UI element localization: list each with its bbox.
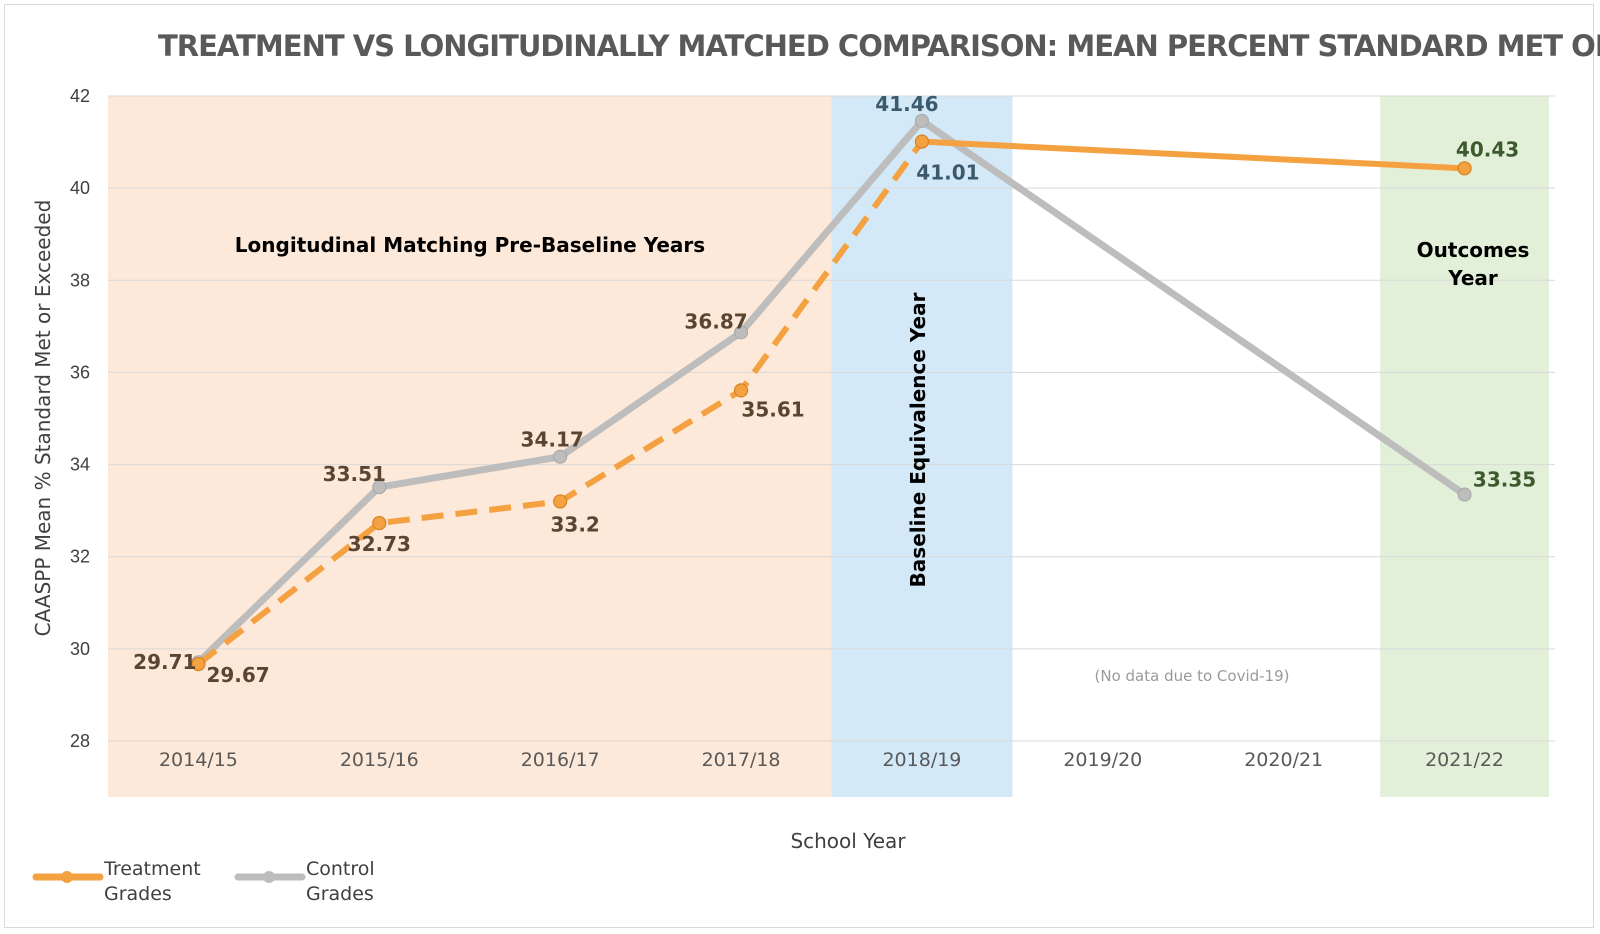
treatment-point <box>372 515 387 531</box>
treatment-point <box>1457 161 1472 176</box>
x-tick-label: 2021/22 <box>1425 749 1504 771</box>
baseline-label: Baseline Equivalence Year <box>906 292 930 587</box>
y-tick-label: 30 <box>70 639 90 659</box>
legend-marker-control <box>263 871 275 883</box>
pre-baseline-label: Longitudinal Matching Pre-Baseline Years <box>235 233 705 257</box>
control-data-label: 34.17 <box>521 428 584 452</box>
y-axis-title: CAASPP Mean % Standard Met or Exceeded <box>31 200 55 637</box>
y-tick-label: 34 <box>70 455 90 475</box>
x-tick-label: 2017/18 <box>702 749 781 771</box>
y-tick-label: 32 <box>70 547 90 567</box>
y-tick-label: 40 <box>70 178 90 198</box>
chart-title: TREATMENT VS LONGITUDINALLY MATCHED COMP… <box>158 29 1600 63</box>
control-data-label: 33.51 <box>323 462 386 486</box>
pre-baseline-zone <box>108 96 832 797</box>
control-data-label: 41.46 <box>875 92 938 116</box>
outcomes-label-line1: Outcomes <box>1417 238 1530 262</box>
control-data-label: 33.35 <box>1473 468 1536 492</box>
gridlines <box>108 95 1555 742</box>
chart-frame <box>4 4 1594 928</box>
treatment-series-line-solid <box>918 138 1468 172</box>
legend-label-control-line2: Grades <box>306 883 374 905</box>
treatment-data-label: 40.43 <box>1456 137 1519 161</box>
treatment-data-label: 33.2 <box>551 512 600 536</box>
y-axis-ticks: 42 40 38 36 34 32 30 28 <box>70 86 90 751</box>
control-point <box>372 480 387 495</box>
treatment-point <box>553 494 568 509</box>
treatment-point <box>914 134 930 149</box>
control-data-label: 36.87 <box>684 309 747 333</box>
x-axis-ticks: 2014/15 2015/16 2016/17 2017/18 2018/19 2019/… <box>159 749 1504 771</box>
control-point <box>1457 487 1472 502</box>
legend-label-treatment-line1: Treatment <box>103 858 201 880</box>
x-axis-title: School Year <box>790 829 906 853</box>
legend-item-treatment: Treatment Grades <box>32 858 201 905</box>
x-tick-label: 2016/17 <box>521 749 600 771</box>
legend-item-control: Control Grades <box>234 858 375 905</box>
control-point <box>734 325 749 340</box>
treatment-data-label: 29.67 <box>206 663 269 687</box>
legend: Treatment Grades Control Grades <box>32 858 375 905</box>
outcomes-label-line2: Year <box>1447 266 1498 290</box>
legend-label-control-line1: Control <box>306 858 375 880</box>
control-data-label: 29.71 <box>133 650 196 674</box>
control-point <box>914 113 929 128</box>
x-tick-label: 2019/20 <box>1063 749 1142 771</box>
outcomes-zone <box>1380 96 1549 797</box>
y-tick-label: 28 <box>70 731 90 751</box>
x-tick-label: 2014/15 <box>159 749 238 771</box>
treatment-data-label: 35.61 <box>741 397 804 421</box>
y-tick-label: 38 <box>70 270 90 290</box>
x-tick-label: 2015/16 <box>340 749 419 771</box>
y-tick-label: 36 <box>70 362 90 382</box>
treatment-data-label: 32.73 <box>348 532 411 556</box>
treatment-point <box>191 656 206 672</box>
x-tick-label: 2018/19 <box>882 749 961 771</box>
legend-label-treatment-line2: Grades <box>104 883 172 905</box>
control-series-line <box>194 117 1469 666</box>
treatment-data-label: 41.01 <box>916 161 979 185</box>
y-tick-label: 42 <box>70 86 90 106</box>
treatment-point <box>733 383 749 398</box>
covid-note: (No data due to Covid-19) <box>1095 667 1290 685</box>
control-point <box>553 449 568 464</box>
x-tick-label: 2020/21 <box>1244 749 1323 771</box>
baseline-zone <box>831 96 1013 797</box>
legend-marker-treatment <box>61 871 73 883</box>
